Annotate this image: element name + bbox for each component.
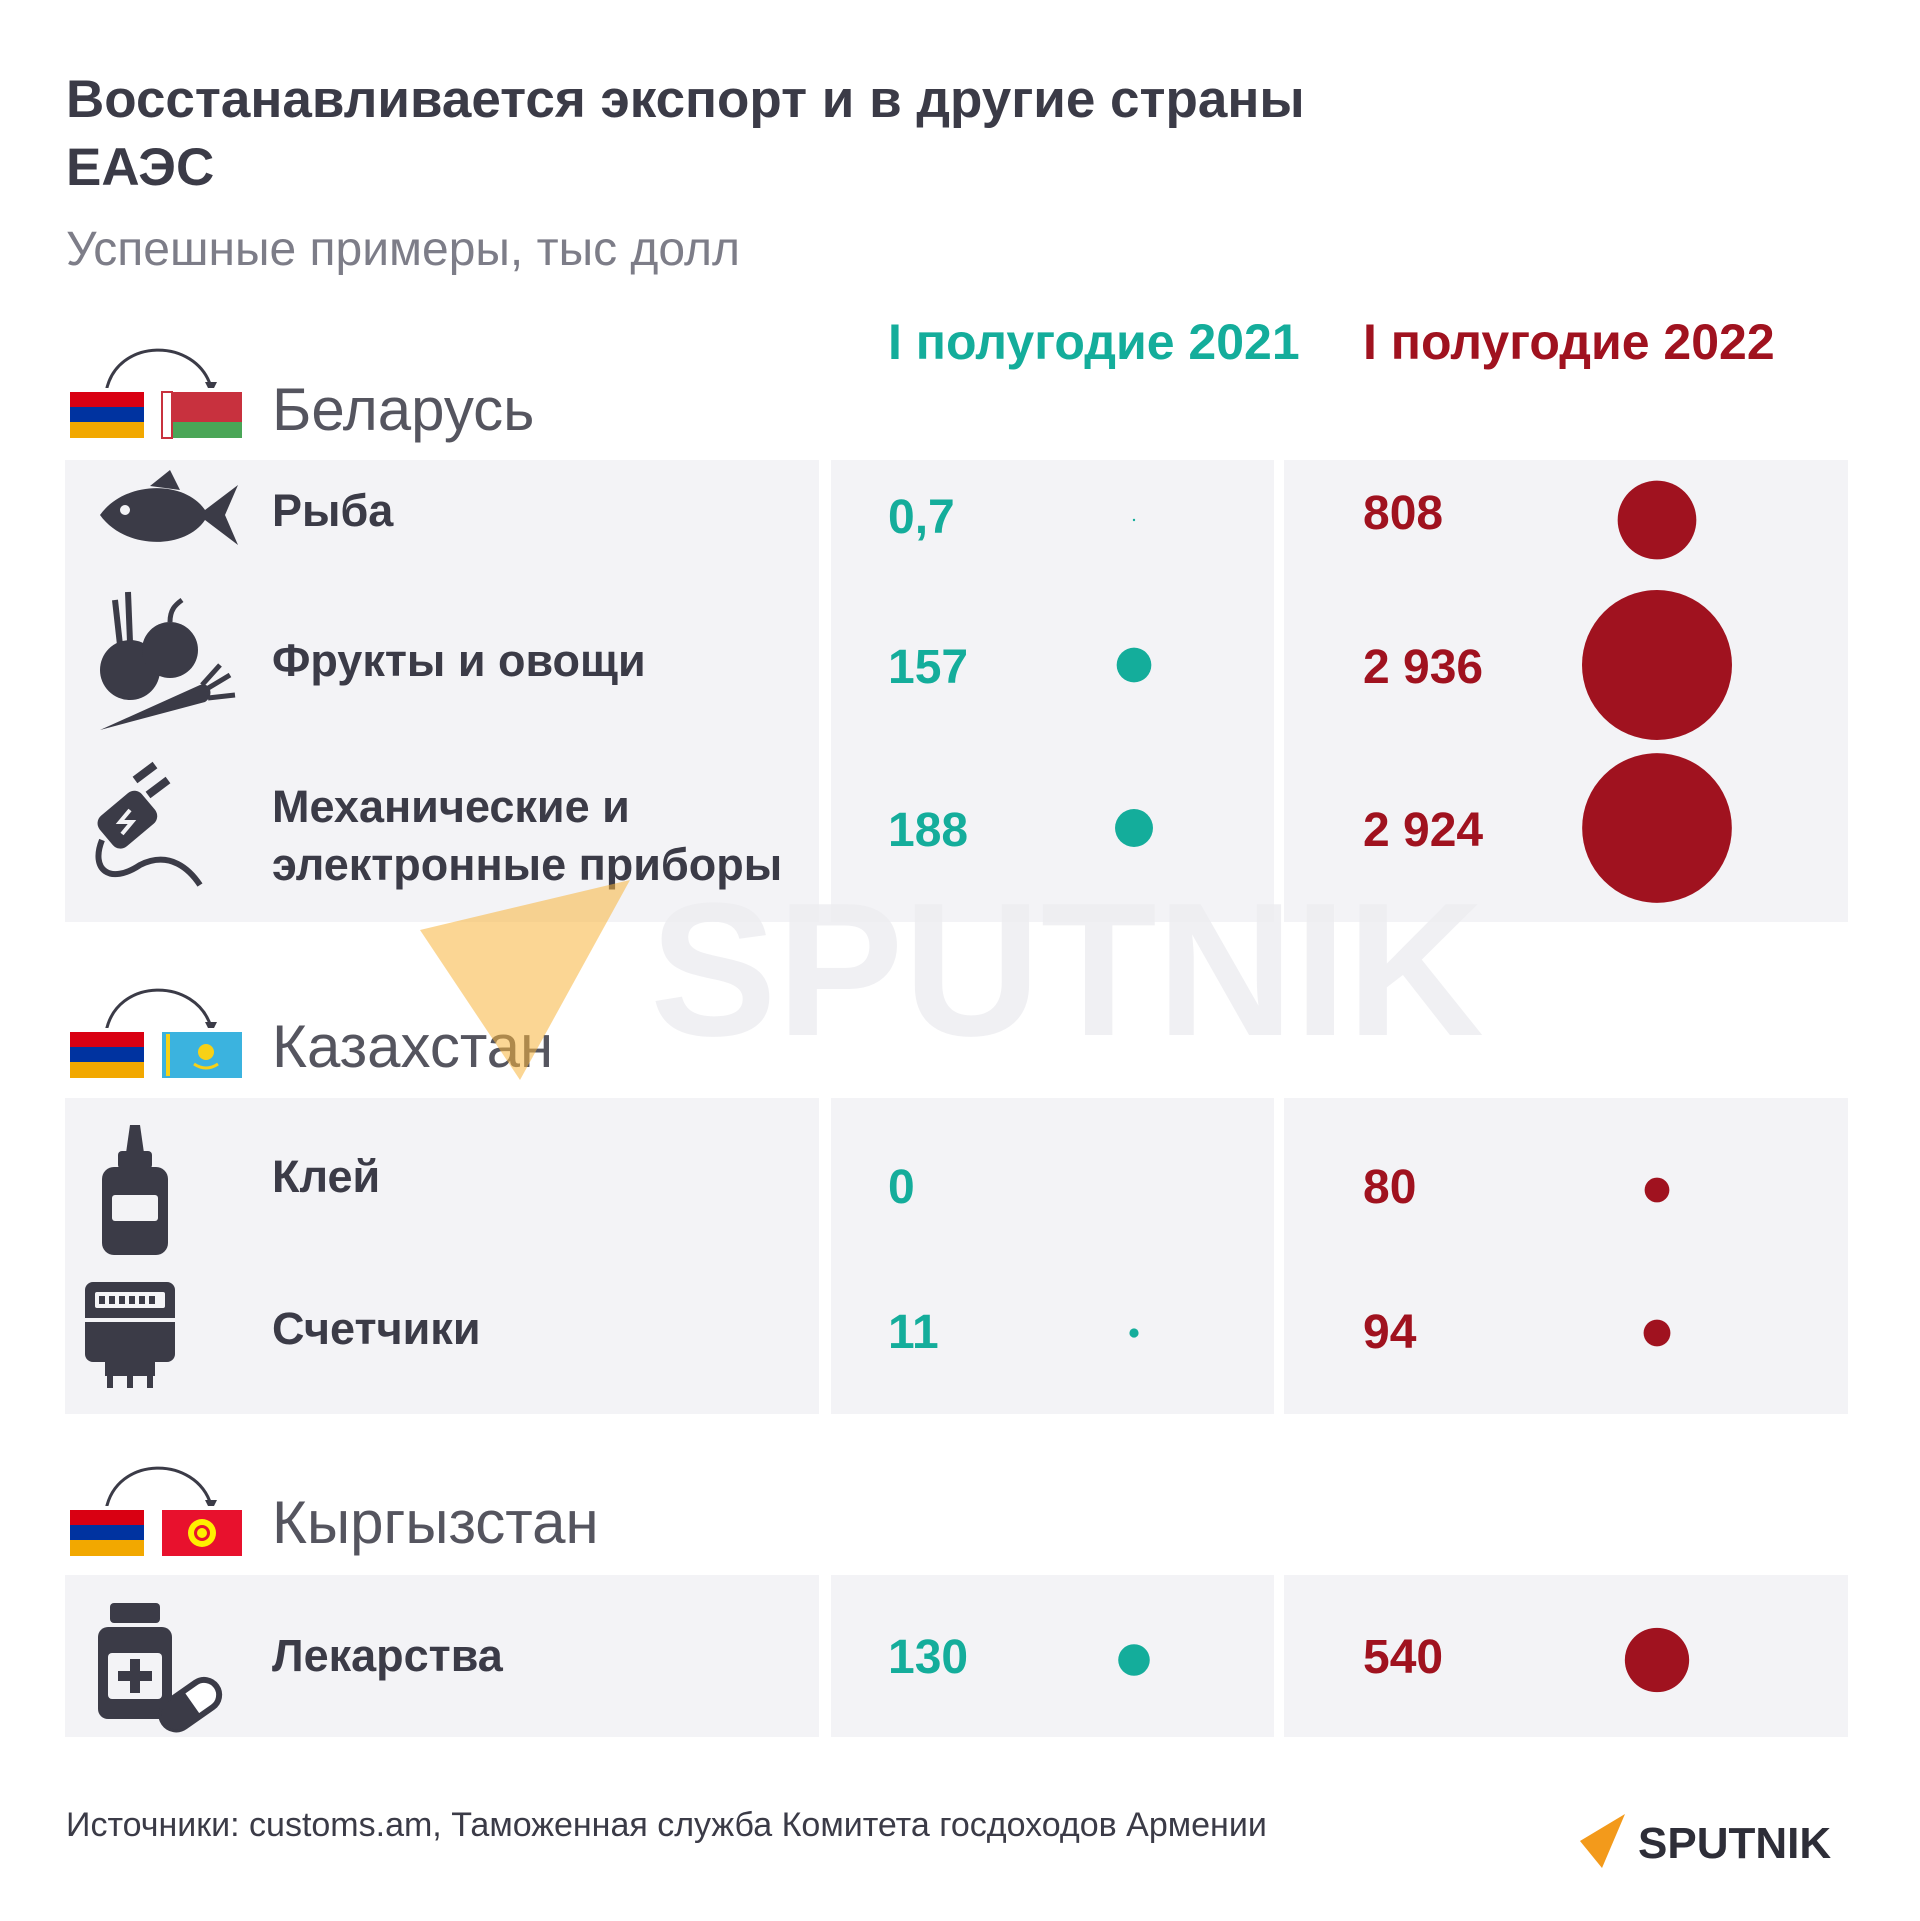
source-note: Источники: customs.am, Таможенная служба… <box>66 1806 1267 1844</box>
value-2021: 0,7 <box>888 491 955 544</box>
meter-icon <box>85 1282 175 1388</box>
export-arrow-icon <box>104 1466 217 1512</box>
column-header-2022: I полугодие 2022 <box>1363 314 1775 370</box>
country-kyrgyzstan: Кыргызстан <box>272 1489 599 1556</box>
fish-icon <box>100 470 238 545</box>
item-label: Рыба <box>272 485 394 536</box>
page-subtitle: Успешные примеры, тыс долл <box>66 223 741 276</box>
sputnik-logo: SPUTNIK <box>1580 1814 1831 1868</box>
country-belarus: Беларусь <box>272 376 535 443</box>
armenia-to-belarus-flags <box>66 348 246 442</box>
value-2021: 0 <box>888 1161 915 1214</box>
belarus-flag <box>158 388 246 442</box>
kyrgyzstan-flag <box>158 1506 246 1560</box>
armenia-to-kazakhstan-flags <box>66 988 246 1082</box>
export-arrow-icon <box>104 348 217 394</box>
kazakhstan-items-panel <box>65 1098 819 1414</box>
value-2022: 80 <box>1363 1161 1417 1214</box>
item-label: Клей <box>272 1151 381 1202</box>
svg-text:SPUTNIK: SPUTNIK <box>1638 1819 1831 1868</box>
item-label: Механические и электронные приборы <box>272 781 783 890</box>
column-header-2021: I полугодие 2021 <box>888 314 1300 370</box>
value-2021: 157 <box>888 641 969 694</box>
glue-icon <box>102 1125 168 1255</box>
page-title: Восстанавливается экспорт и в другие стр… <box>66 70 1305 197</box>
value-2021: 188 <box>888 804 969 857</box>
armenia-flag <box>66 1506 148 1560</box>
value-2022: 94 <box>1363 1306 1417 1359</box>
armenia-to-kyrgyzstan-flags <box>66 1466 246 1560</box>
medicine-icon <box>98 1603 223 1733</box>
fruits-vegetables-icon <box>100 591 236 730</box>
item-label: Фрукты и овощи <box>272 635 646 686</box>
value-2022: 2 936 <box>1363 641 1484 694</box>
kazakhstan-2022-panel <box>1284 1098 1848 1414</box>
belarus-2022-panel <box>1284 460 1848 922</box>
kazakhstan-2021-panel <box>831 1098 1274 1414</box>
value-2022: 808 <box>1363 487 1444 540</box>
kyrgyzstan-2022-panel <box>1284 1575 1848 1737</box>
value-2021: 11 <box>888 1306 939 1359</box>
value-2022: 2 924 <box>1363 804 1484 857</box>
armenia-flag <box>66 1028 148 1082</box>
armenia-flag <box>66 388 148 442</box>
kyrgyzstan-2021-panel <box>831 1575 1274 1737</box>
value-2021: 130 <box>888 1631 969 1684</box>
item-label: Счетчики <box>272 1303 481 1354</box>
export-arrow-icon <box>104 988 217 1034</box>
item-label: Лекарства <box>272 1630 503 1681</box>
kazakhstan-flag <box>158 1028 246 1082</box>
plug-icon <box>95 761 203 887</box>
value-2022: 540 <box>1363 1631 1444 1684</box>
sputnik-logo-icon <box>1580 1814 1625 1868</box>
belarus-2021-panel <box>831 460 1274 922</box>
country-kazakhstan: Казахстан <box>272 1013 554 1080</box>
